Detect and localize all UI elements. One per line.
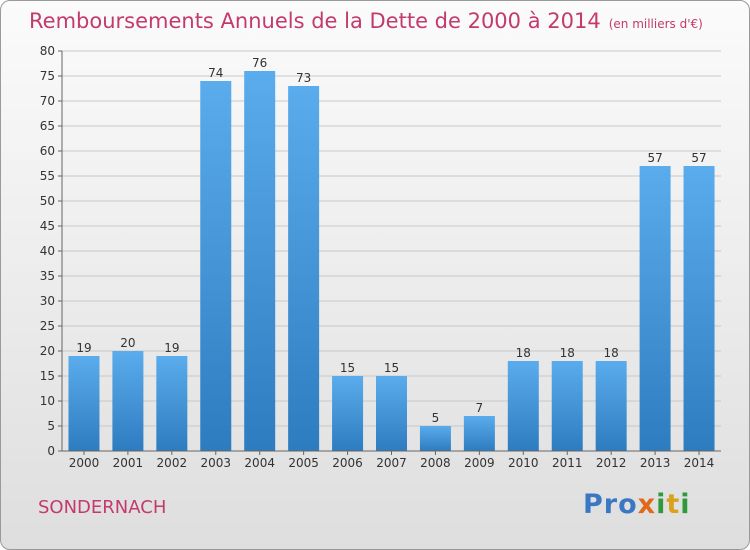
chart-unit: (en milliers d'€) [608,17,703,31]
bar-2005 [288,86,320,451]
bar-value-label: 18 [516,346,531,360]
bar-value-label: 76 [252,56,267,70]
x-tick-label: 2002 [157,456,188,470]
y-tick-label: 75 [40,69,55,83]
y-axis: 0 5 10 15 20 25 30 35 40 45 50 55 60 65 70 75 80 [40,44,63,458]
bar-2004 [244,71,276,451]
bar-2000 [68,356,100,451]
commune-name: SONDERNACH [38,497,167,518]
bar-2010 [507,361,539,451]
y-tick-label: 35 [40,269,55,283]
bar-value-label: 15 [340,361,355,375]
y-tick-label: 70 [40,94,55,108]
x-tick-label: 2013 [640,456,671,470]
x-tick-label: 2005 [288,456,319,470]
bar-value-label: 20 [120,336,135,350]
x-tick-label: 2012 [596,456,627,470]
y-tick-label: 40 [40,244,55,258]
y-tick-label: 55 [40,169,55,183]
bar-value-label: 18 [604,346,619,360]
bar-value-label: 7 [476,401,484,415]
bar-2014 [683,166,715,451]
bar-2009 [463,416,495,451]
bar-2002 [156,356,188,451]
bar-value-label: 57 [647,151,662,165]
x-tick-label: 2003 [200,456,231,470]
y-tick-label: 50 [40,194,55,208]
x-tick-label: 2004 [244,456,275,470]
bar-value-label: 74 [208,66,223,80]
bar-2012 [595,361,627,451]
y-tick-label: 15 [40,369,55,383]
bar-value-label: 57 [691,151,706,165]
y-tick-label: 65 [40,119,55,133]
x-tick-label: 2008 [420,456,451,470]
bar-2011 [551,361,583,451]
bar-value-label: 19 [164,341,179,355]
y-tick-label: 45 [40,219,55,233]
x-tick-label: 2014 [684,456,715,470]
y-tick-label: 5 [47,419,55,433]
bar-2001 [112,351,144,451]
x-axis: 2000 2001 2002 2003 2004 2005 2006 2007 2008 2009… [62,450,721,470]
y-tick-label: 25 [40,319,55,333]
x-tick-label: 2007 [376,456,407,470]
bar-2003 [200,81,232,451]
bar-value-label: 5 [432,411,440,425]
y-tick-label: 10 [40,394,55,408]
proxiti-logo: Proxiti [583,489,691,520]
bar-2006 [332,376,364,451]
y-tick-label: 20 [40,344,55,358]
bar-value-label: 15 [384,361,399,375]
x-tick-label: 2011 [552,456,583,470]
bar-2013 [639,166,671,451]
x-tick-label: 2006 [332,456,363,470]
chart-title-text: Remboursements Annuels de la Dette de 20… [29,9,601,33]
y-tick-label: 0 [47,444,55,458]
bar-value-label: 19 [76,341,91,355]
x-tick-label: 2009 [464,456,495,470]
y-tick-label: 30 [40,294,55,308]
bar-value-label: 73 [296,71,311,85]
x-tick-label: 2001 [113,456,144,470]
bar-2008 [419,426,451,451]
x-tick-label: 2000 [69,456,100,470]
y-tick-label: 80 [40,44,55,58]
y-tick-label: 60 [40,144,55,158]
x-tick-label: 2010 [508,456,539,470]
bar-value-label: 18 [560,346,575,360]
chart-title: Remboursements Annuels de la Dette de 20… [29,9,703,33]
bar-2007 [376,376,407,451]
